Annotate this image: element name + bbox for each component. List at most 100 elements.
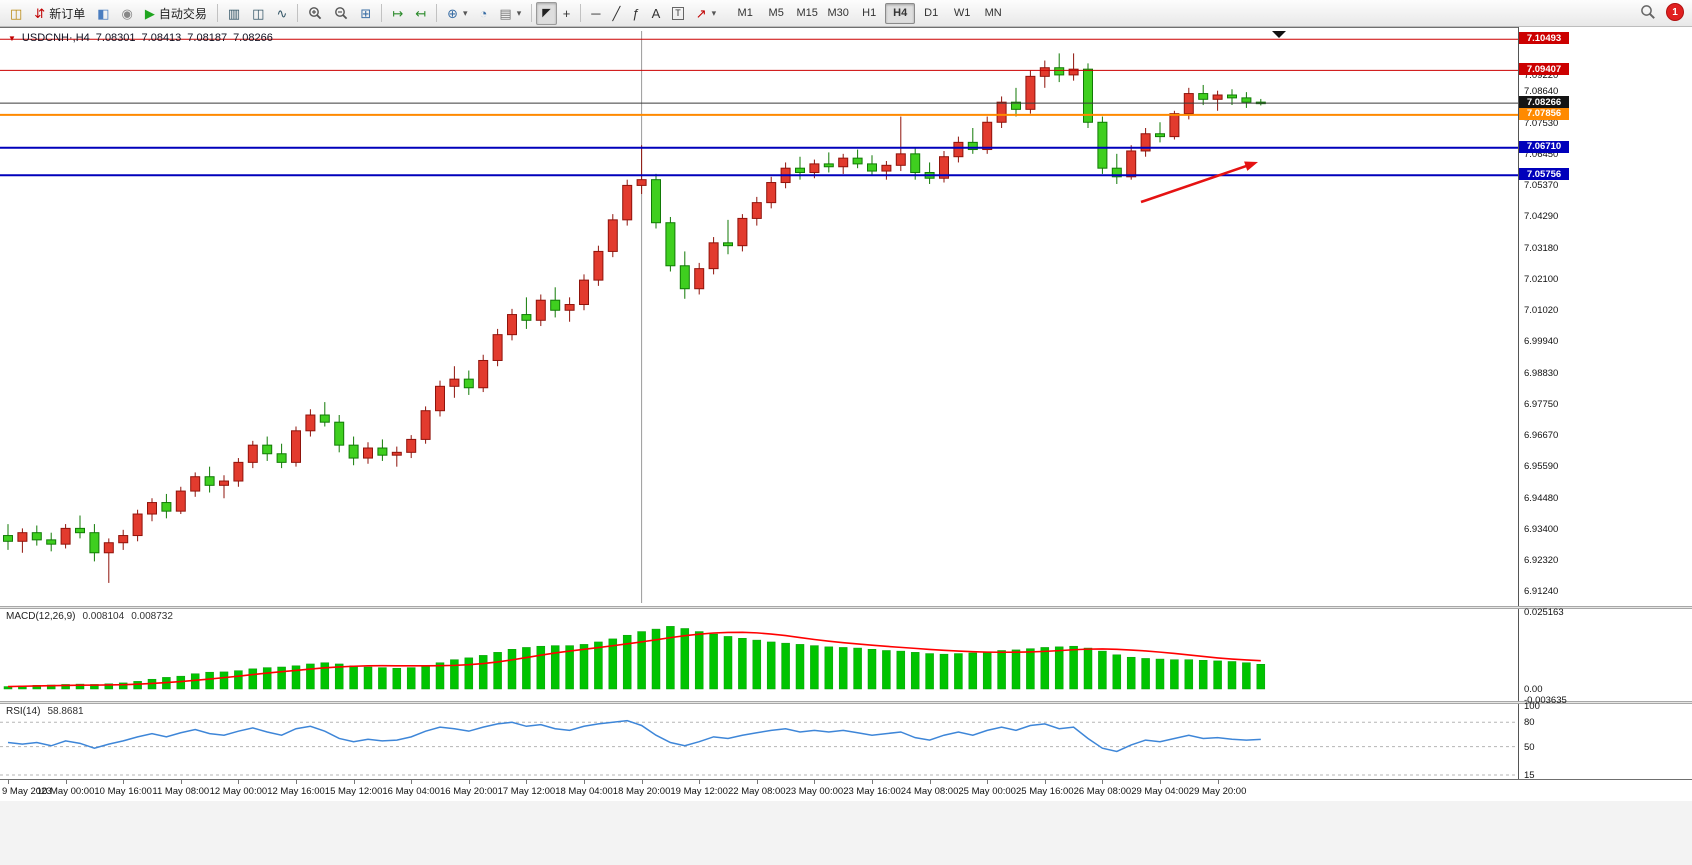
timeframe-button-h4[interactable]: H4 bbox=[885, 2, 916, 24]
timeframe-button-m30[interactable]: M30 bbox=[827, 7, 849, 19]
notification-badge[interactable]: 1 bbox=[1666, 3, 1684, 21]
timeframe-button-w1[interactable]: W1 bbox=[953, 7, 971, 19]
timeframe-button-d1[interactable]: D1 bbox=[924, 7, 939, 19]
price-axis-label: 6.95590 bbox=[1524, 460, 1559, 472]
price-chart-panel[interactable]: ▼ USDCNH·,H4 7.08301 7.08413 7.08187 7.0… bbox=[0, 27, 1518, 607]
price-line-label: 7.07856 bbox=[1519, 107, 1569, 120]
time-axis-label: 18 May 20:00 bbox=[612, 786, 671, 797]
templates-icon: ▤ bbox=[499, 5, 512, 21]
search-icon[interactable] bbox=[1640, 4, 1656, 20]
toolbar-separator bbox=[381, 4, 383, 22]
price-axis-label: 6.97750 bbox=[1524, 398, 1559, 410]
timeframe-button-m15[interactable]: M15 bbox=[796, 7, 818, 19]
crosshair-tool-button[interactable]: + bbox=[557, 2, 577, 25]
time-axis-label: 16 May 20:00 bbox=[440, 786, 498, 797]
price-line-label: 7.10493 bbox=[1519, 32, 1569, 45]
horizontal-line-icon: ─ bbox=[591, 5, 601, 21]
tile-windows-button[interactable]: ⊞ bbox=[354, 2, 377, 25]
symbol-info: ▼ USDCNH·,H4 7.08301 7.08413 7.08187 7.0… bbox=[8, 32, 273, 44]
time-axis-label: 29 May 04:00 bbox=[1131, 786, 1189, 797]
macd-axis-label: 0.025163 bbox=[1524, 607, 1564, 619]
fibonacci-icon: ƒ bbox=[632, 5, 640, 21]
text-tool-button[interactable]: A bbox=[646, 2, 667, 25]
bar-chart-button[interactable]: ▥ bbox=[222, 2, 246, 25]
rsi-label: RSI(14) 58.8681 bbox=[6, 706, 84, 717]
dropdown-arrow-icon: ▾ bbox=[463, 7, 468, 18]
sounds-button[interactable]: ◉ bbox=[116, 2, 139, 25]
ohlc-high: 7.08413 bbox=[141, 32, 182, 44]
cursor-tool-button[interactable]: ◤ bbox=[536, 1, 557, 25]
timeframe-button-mn[interactable]: MN bbox=[984, 7, 1002, 19]
rsi-axis-label: 15 bbox=[1524, 770, 1535, 781]
line-chart-button[interactable]: ∿ bbox=[270, 2, 293, 25]
fibonacci-tool-button[interactable]: ƒ bbox=[626, 2, 645, 25]
time-axis-tick bbox=[8, 780, 9, 784]
macd-axis-label: 0.00 bbox=[1524, 684, 1543, 695]
cursor-icon: ◤ bbox=[542, 6, 551, 19]
time-axis-label: 15 May 12:00 bbox=[324, 786, 383, 797]
time-axis-label: 25 May 00:00 bbox=[958, 786, 1016, 797]
price-axis-label: 6.96670 bbox=[1524, 429, 1559, 441]
rsi-axis-label: 50 bbox=[1524, 741, 1535, 753]
new-order-icon: ⇵ bbox=[34, 5, 46, 21]
toolbar-separator bbox=[216, 4, 218, 22]
time-axis-tick bbox=[814, 780, 816, 784]
price-axis-label: 7.06450 bbox=[1524, 149, 1559, 161]
price-axis-label: 7.03180 bbox=[1524, 243, 1559, 255]
time-axis-tick bbox=[123, 780, 125, 784]
symbol-marker-icon: ▼ bbox=[8, 33, 16, 43]
price-line-label: 7.09407 bbox=[1519, 63, 1569, 76]
panel-splitter[interactable] bbox=[0, 701, 1692, 704]
rsi-canvas bbox=[0, 719, 1518, 776]
timeframe-button-h1[interactable]: H1 bbox=[862, 7, 877, 19]
new-order-label: 新订单 bbox=[49, 6, 86, 21]
time-axis-label: 9 May 2023 bbox=[2, 786, 52, 797]
candlestick-chart-icon: ◫ bbox=[252, 5, 265, 21]
price-chart-canvas[interactable] bbox=[0, 28, 1518, 607]
toolbar-separator bbox=[297, 4, 299, 22]
time-axis-label: 12 May 00:00 bbox=[209, 786, 268, 797]
bottom-strip bbox=[0, 801, 1692, 865]
price-axis-label: 7.02100 bbox=[1524, 274, 1559, 286]
timeframe-button-m5[interactable]: M5 bbox=[768, 7, 784, 19]
price-axis-label: 6.93400 bbox=[1524, 523, 1559, 535]
auto-scroll-icon: ↦ bbox=[392, 5, 404, 21]
time-axis-label: 18 May 04:00 bbox=[555, 786, 613, 797]
metaeditor-button[interactable]: ◧ bbox=[91, 2, 115, 25]
rsi-line bbox=[7, 719, 1261, 753]
time-axis-tick bbox=[756, 780, 758, 784]
price-axis-label: 6.92320 bbox=[1524, 554, 1559, 566]
time-axis-label: 10 May 00:00 bbox=[36, 786, 95, 797]
profiles-clock-icon: ◔ bbox=[479, 5, 488, 21]
zoom-in-button[interactable] bbox=[302, 2, 328, 25]
sounds-icon: ◉ bbox=[121, 5, 133, 21]
time-axis-tick bbox=[296, 780, 297, 784]
text-tool-icon: A bbox=[651, 5, 661, 21]
auto-trading-button[interactable]: ▶ 自动交易 bbox=[139, 2, 213, 25]
panel-splitter[interactable] bbox=[0, 606, 1692, 609]
time-axis-label: 24 May 08:00 bbox=[900, 786, 959, 797]
arrows-tool-button[interactable]: ↗ ▾ bbox=[690, 2, 722, 25]
macd-canvas bbox=[3, 626, 1266, 690]
macd-panel[interactable]: MACD(12,26,9) 0.008104 0.008732 bbox=[0, 609, 1518, 701]
new-order-button[interactable]: ⇵ 新订单 bbox=[28, 2, 91, 25]
auto-trading-label: 自动交易 bbox=[158, 6, 207, 21]
chart-shift-icon: ↤ bbox=[415, 5, 427, 21]
trendline-tool-button[interactable]: ╱ bbox=[607, 2, 627, 25]
horizontal-line-tool-button[interactable]: ─ bbox=[585, 2, 606, 25]
price-axis-label: 6.91240 bbox=[1524, 585, 1559, 597]
profiles-button[interactable]: ◔ bbox=[474, 2, 494, 25]
new-chart-button[interactable]: ⊕ ▾ bbox=[441, 2, 473, 25]
toolbar-right: 1 bbox=[1640, 3, 1684, 21]
chart-shift-button[interactable]: ↤ bbox=[409, 2, 432, 25]
macd-signal-value: 0.008732 bbox=[131, 611, 173, 622]
templates-button[interactable]: ▤ ▾ bbox=[493, 2, 527, 25]
bar-chart-icon: ▥ bbox=[227, 5, 241, 21]
line-chart-icon: ∿ bbox=[276, 5, 288, 21]
zoom-out-button[interactable] bbox=[328, 2, 354, 25]
candlestick-chart-button[interactable]: ◫ bbox=[246, 2, 270, 25]
label-tool-button[interactable]: T bbox=[666, 2, 690, 25]
timeframe-button-m1[interactable]: M1 bbox=[737, 7, 753, 19]
auto-scroll-button[interactable]: ↦ bbox=[386, 2, 409, 25]
rsi-panel[interactable]: RSI(14) 58.8681 bbox=[0, 704, 1518, 779]
